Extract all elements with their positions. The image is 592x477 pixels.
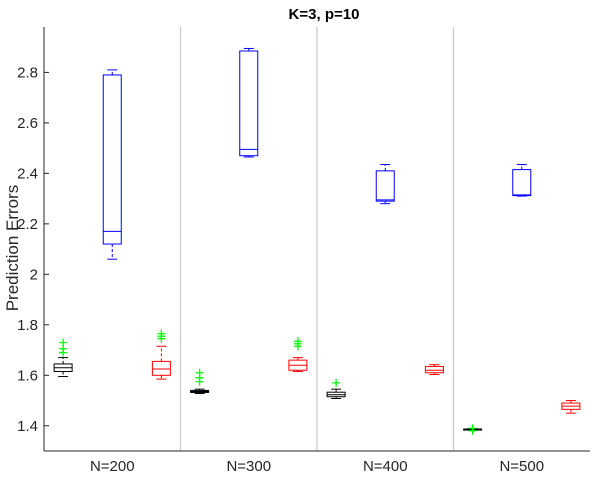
box-iqr [512,169,532,197]
plot-area: 1.4 1.6 1.8 2 2.2 2.4 2.6 2.8 N=200 N=300 N=400 N=5… [17,27,590,475]
x-tick-label: N=200 [90,458,135,475]
box-outlier [157,329,166,338]
box-outlier [195,368,204,377]
box-iqr [375,170,395,202]
box-iqr [102,74,122,245]
box-outlier [293,337,302,346]
y-tick-label: 2 [30,266,38,283]
y-tick-label: 1.8 [17,317,38,334]
x-tick-label: N=500 [499,458,544,475]
y-tick-label: 1.6 [17,367,38,384]
y-axis-label: Prediction Errors [3,185,22,312]
box-iqr [151,360,171,376]
box-outlier [59,338,68,347]
y-tick-label: 2.4 [17,165,38,182]
box-iqr [239,50,259,157]
chart-title: K=3, p=10 [289,6,360,23]
y-tick-label: 2.2 [17,216,38,233]
x-tick-label: N=300 [226,458,271,475]
y-tick-label: 2.6 [17,115,38,132]
box-outlier [332,378,341,387]
box-outlier [468,424,477,433]
box-iqr [424,365,444,374]
y-tick-label: 2.8 [17,64,38,81]
y-tick-label: 1.4 [17,418,38,435]
x-tick-label: N=400 [363,458,408,475]
